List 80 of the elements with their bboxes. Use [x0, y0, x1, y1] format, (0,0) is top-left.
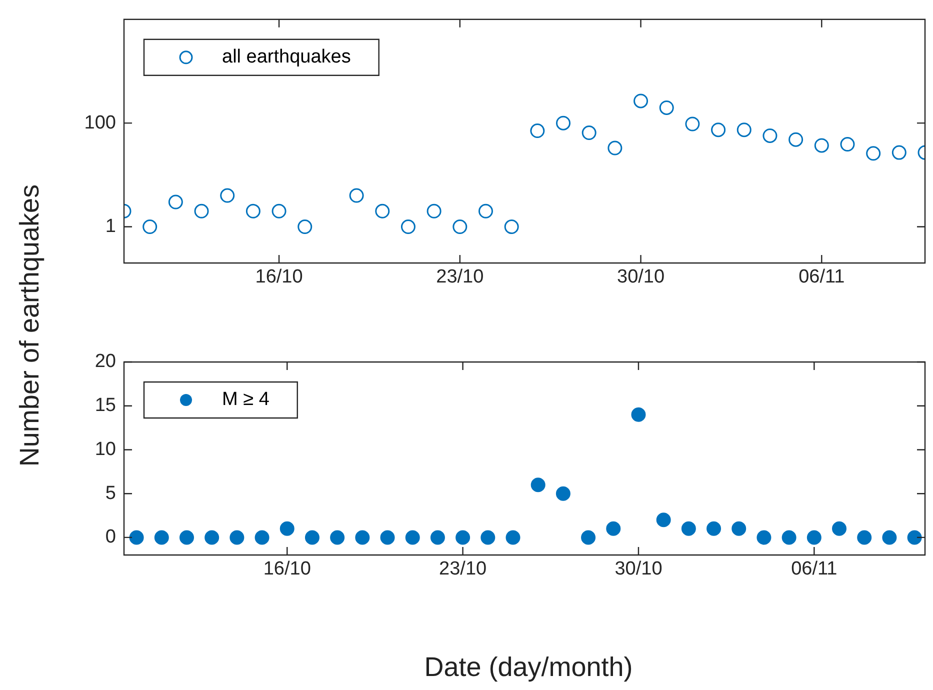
x-tick-label: 06/11 [791, 558, 838, 580]
x-tick-label: 16/10 [255, 266, 303, 288]
point [304, 530, 320, 545]
point [711, 122, 726, 138]
point [204, 530, 220, 545]
legend-label: all earthquakes [222, 46, 351, 68]
x-tick-label: 23/10 [439, 558, 487, 580]
point [556, 486, 570, 501]
point [456, 530, 470, 545]
point [430, 530, 445, 545]
point [634, 94, 648, 108]
y-tick-label: 15 [94, 395, 116, 416]
point [280, 521, 294, 536]
y-axis-title: Number of earthquakes [14, 183, 46, 469]
point [882, 530, 897, 545]
y-tick-label: 10 [94, 438, 116, 460]
point [756, 530, 772, 545]
point [582, 126, 596, 140]
point [504, 220, 519, 234]
point [732, 521, 746, 536]
point [478, 204, 493, 218]
point [349, 188, 364, 203]
point [581, 530, 596, 545]
point [380, 530, 395, 545]
point [762, 128, 778, 143]
point [400, 220, 416, 234]
x-tick-label: 06/11 [798, 266, 845, 288]
point [220, 188, 235, 203]
point [782, 530, 796, 545]
point [606, 521, 621, 536]
x-tick-label: 16/10 [263, 558, 311, 580]
y-tick-label: 20 [94, 351, 116, 372]
y-tick-label: 100 [84, 112, 116, 134]
point [840, 137, 855, 152]
point [556, 116, 571, 130]
point [298, 220, 312, 234]
x-tick-label: 30/10 [617, 266, 665, 288]
point [254, 530, 270, 545]
y-tick-label: 1 [105, 216, 116, 237]
point [788, 132, 804, 147]
point [857, 530, 872, 545]
point [179, 530, 194, 545]
point [452, 220, 468, 234]
point [142, 220, 158, 234]
point [480, 530, 496, 545]
point [631, 407, 646, 422]
y-tick-label: 0 [105, 526, 116, 548]
point [685, 116, 700, 132]
point [330, 530, 345, 545]
point [806, 530, 822, 545]
point [530, 478, 546, 492]
point [530, 124, 545, 138]
point [272, 204, 286, 218]
x-tick-label: 30/10 [614, 558, 662, 580]
point [168, 194, 183, 210]
legend-label: M ≥ 4 [222, 389, 270, 410]
point [426, 204, 442, 218]
point [154, 530, 169, 545]
point [129, 530, 144, 545]
point [892, 145, 906, 160]
point [246, 204, 260, 218]
point [608, 140, 622, 156]
point [506, 530, 520, 545]
y-tick-label: 5 [105, 482, 116, 504]
point [907, 530, 922, 545]
x-axis-title: Date (day/month) [423, 652, 634, 683]
point [230, 530, 244, 545]
point [375, 204, 390, 218]
point [659, 100, 674, 115]
x-tick-label: 23/10 [436, 266, 484, 288]
point [866, 146, 881, 161]
point [706, 521, 722, 536]
point [814, 138, 829, 153]
point [405, 530, 420, 545]
point [832, 521, 847, 536]
point [736, 122, 752, 138]
point [681, 521, 696, 536]
point [656, 512, 671, 528]
point [194, 204, 209, 218]
point [355, 530, 370, 545]
